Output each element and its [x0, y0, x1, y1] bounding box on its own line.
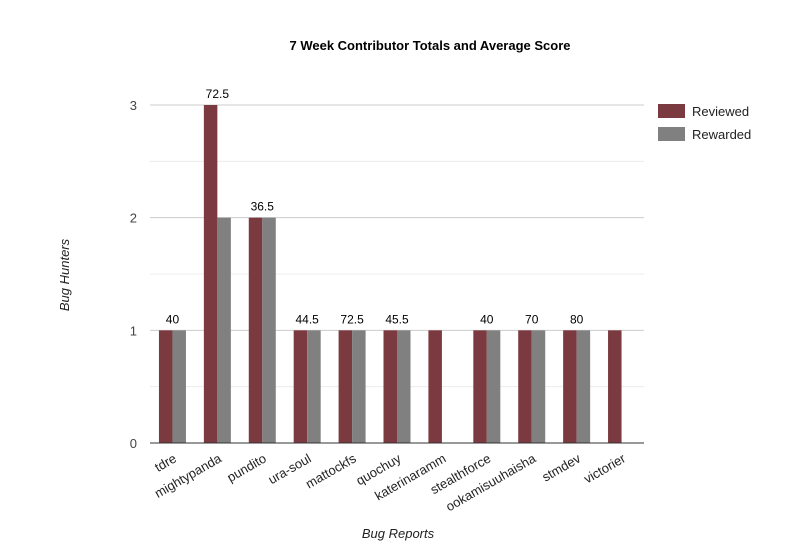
bar-rewarded: [531, 330, 546, 443]
data-label: 40: [480, 312, 494, 326]
bar-reviewed: [428, 330, 442, 443]
bar-reviewed: [203, 105, 218, 443]
bar-reviewed: [158, 330, 173, 443]
bar-rewarded: [307, 330, 321, 443]
x-tick-label: tdre: [152, 451, 179, 475]
data-label: 36.5: [251, 200, 275, 214]
data-label: 44.5: [296, 312, 320, 326]
bar-rewarded: [486, 330, 501, 443]
data-label: 72.5: [206, 87, 230, 101]
bars: [158, 105, 622, 443]
bar-rewarded: [172, 330, 186, 443]
x-tick-label: mattockfs: [303, 450, 359, 491]
legend-swatch-rewarded: [658, 127, 685, 141]
legend-swatch-reviewed: [658, 104, 685, 118]
bar-reviewed: [563, 330, 577, 443]
bar-reviewed: [473, 330, 487, 443]
bar-reviewed: [293, 330, 308, 443]
y-tick-label: 0: [130, 436, 137, 451]
data-labels: 40 72.5 36.5 44.5 72.5 45.5 40 70 80: [166, 87, 584, 326]
bar-reviewed: [518, 330, 532, 443]
legend-label-reviewed: Reviewed: [692, 104, 749, 119]
bar-rewarded: [397, 330, 411, 443]
bar-reviewed: [248, 217, 263, 443]
y-tick-label: 3: [130, 98, 137, 113]
x-tick-label: pundito: [224, 451, 268, 485]
data-label: 80: [570, 312, 584, 326]
chart-title: 7 Week Contributor Totals and Average Sc…: [289, 38, 570, 53]
legend-label-rewarded: Rewarded: [692, 127, 751, 142]
bar-rewarded: [217, 217, 231, 443]
y-axis-ticks: 0 1 2 3: [130, 98, 137, 451]
bar-rewarded: [352, 330, 366, 443]
y-tick-label: 1: [130, 323, 137, 338]
data-label: 72.5: [340, 312, 364, 326]
bar-rewarded: [262, 217, 276, 443]
data-label: 45.5: [385, 312, 409, 326]
x-tick-label: victorier: [581, 450, 628, 486]
data-label: 40: [166, 312, 180, 326]
data-label: 70: [525, 312, 539, 326]
bar-rewarded: [576, 330, 591, 443]
x-axis-title: Bug Reports: [362, 526, 435, 541]
legend: Reviewed Rewarded: [658, 104, 751, 142]
x-tick-label: stmdev: [539, 450, 583, 484]
y-tick-label: 2: [130, 211, 137, 226]
bar-reviewed: [608, 330, 622, 443]
y-axis-title: Bug Hunters: [57, 238, 72, 311]
bar-reviewed: [383, 330, 397, 443]
bar-reviewed: [338, 330, 353, 443]
